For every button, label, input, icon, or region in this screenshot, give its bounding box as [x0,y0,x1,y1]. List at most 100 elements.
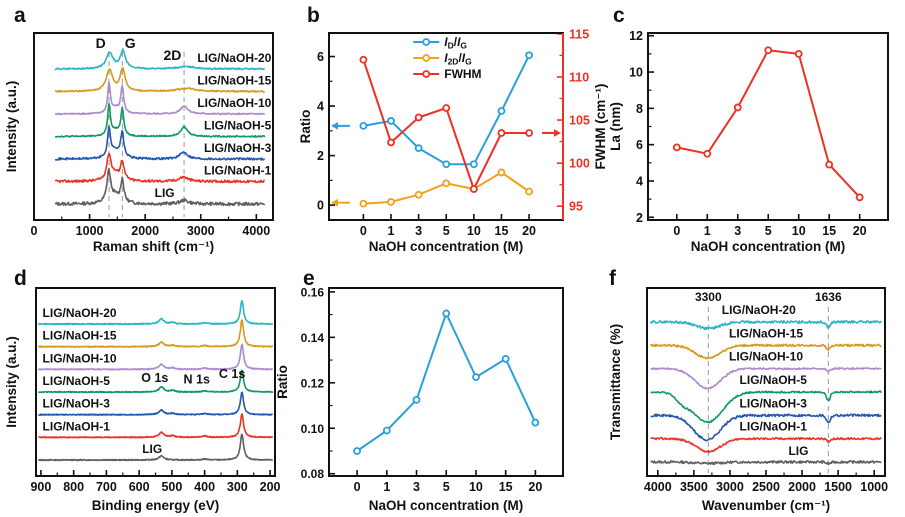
x-tick-label: 1500 [824,480,852,494]
data-point [414,190,423,199]
plot-border [33,32,274,221]
curve-label: LIG/NaOH-5 [43,374,111,388]
x-tick-label: 2000 [131,224,159,238]
annotation: G [125,35,136,51]
annotation: 3300 [695,290,722,304]
y-axis-label: Intensity (a.u.) [4,81,19,173]
y-tick-label: 6 [636,138,643,152]
curve-LIG/NaOH-5 [54,102,266,138]
x-tick-label: 5 [443,224,450,238]
panel-e-ratio: e 0.08 0.10 0.12 0.14 0.16 0 1 3 5 10 15 20 NaOH con… [275,258,607,517]
data-point [501,355,510,363]
y-tick-label: 0.12 [301,376,325,390]
data-point [387,198,395,206]
panel-f-ftir: f LIG LIG/NaOH-1 LIG/NaOH-3 LIG/NaOH-5 LIG/N… [607,258,905,517]
data-point [855,193,864,202]
panel-letter-c: c [613,4,625,27]
curve-label: LIG/NaOH-15 [43,329,117,343]
y-tick-label: 6 [317,50,324,64]
data-point [353,447,361,455]
legend-label: FWHM [444,67,481,81]
x-tick-label: 900 [30,480,51,494]
panel-a-chart: LIG LIG/NaOH-1 LIG/NaOH-3 LIG/NaOH-5 LIG/NaO… [4,32,274,254]
curve-LIG/NaOH-1 [37,413,274,439]
x-tick-label: 600 [129,480,150,494]
panel-letter-b: b [307,4,320,27]
annotation: N 1s [184,372,210,386]
data-point [794,49,803,58]
y-tick-label: 0.10 [301,422,325,436]
curve-LIG/NaOH-1 [650,437,882,454]
x-tick-label: 1 [383,480,390,494]
data-point [387,117,395,125]
x-tick-label: 4000 [242,224,270,238]
curve-LIG/NaOH-5 [650,390,883,424]
data-point [359,55,368,64]
curve-label: LIG/NaOH-3 [43,397,111,411]
curve-label: LIG/NaOH-15 [729,326,803,340]
x-axis-label: NaOH concentration (M) [369,498,524,513]
curve-label: LIG/NaOH-1 [204,164,272,178]
curve-label: LIG/NaOH-10 [197,96,271,110]
x-tick-label: 200 [260,480,281,494]
data-point [525,187,533,196]
right-y-tick-label: 100 [569,157,590,171]
x-tick-label: 3500 [680,480,708,494]
curve-label: LIG/NaOH-10 [729,350,803,364]
panel-f-chart: LIG LIG/NaOH-1 LIG/NaOH-3 LIG/NaOH-5 LIG/NaO… [608,287,888,513]
x-tick-label: 1000 [860,480,888,494]
panel-letter-f: f [609,267,616,290]
y-tick-label: 0.14 [301,331,325,345]
curve-LIG/NaOH-15 [37,319,274,348]
annotation: D [96,35,106,51]
data-point [525,129,533,137]
data-point [359,199,368,208]
x-tick-label: 1 [388,224,395,238]
curve-label: LIG/NaOH-5 [740,373,808,387]
x-tick-label: 1000 [76,224,104,238]
x-axis-label: Wavenumber (cm⁻¹) [702,498,830,513]
series-I2D/IG [363,171,530,205]
x-tick-label: 20 [522,224,536,238]
right-y-tick-label: 95 [569,200,583,214]
annotation: 1636 [815,290,842,304]
panel-letter-e: e [303,267,315,290]
data-point [387,138,395,147]
y-tick-label: 2 [317,149,324,163]
y-tick-label: 0.16 [301,285,325,299]
y-tick-label: 12 [629,29,643,43]
curve-LIG/NaOH-15 [650,343,882,360]
data-point [703,149,712,158]
plot-area: LIG LIG/NaOH-1 LIG/NaOH-3 LIG/NaOH-5 LIG/NaO… [37,299,274,462]
curve-LIG/NaOH-15 [54,67,266,93]
x-axis-label: Binding energy (eV) [92,498,220,513]
data-point [442,160,451,169]
data-point [442,309,451,318]
plot-area: LIG LIG/NaOH-1 LIG/NaOH-3 LIG/NaOH-5 LIG/NaO… [54,35,272,217]
x-tick-label: 20 [528,480,542,494]
right-y-tick-label: 110 [569,70,589,84]
curve-label: LIG [142,442,162,456]
axes: 0 2 4 6 95 100 105 110 115 0 1 3 5 10 15 20 [317,27,590,238]
x-tick-label: 3000 [716,480,744,494]
curve-LIG/NaOH-10 [650,367,882,390]
annotation: 2D [163,47,181,63]
x-tick-label: 5 [443,480,450,494]
data-point [525,51,533,60]
y-tick-label: 0.08 [301,467,325,481]
curve-label: LIG/NaOH-20 [43,306,117,320]
y-axis-label: La (nm) [608,102,623,151]
data-point [414,144,423,153]
data-point [531,418,540,427]
curve-label: LIG/NaOH-15 [197,74,271,88]
x-tick-label: 3 [413,480,420,494]
legend-label: I2D/IG [444,51,472,67]
curve-label: LIG/NaOH-3 [740,396,808,410]
panel-a-raman: a LIG LIG/NaOH-1 LIG/NaOH-3 LIG/NaOH-5 LIG/N… [0,0,301,258]
x-tick-label: 2000 [788,480,816,494]
data-point [497,129,506,137]
y-tick-label: 10 [629,66,643,80]
